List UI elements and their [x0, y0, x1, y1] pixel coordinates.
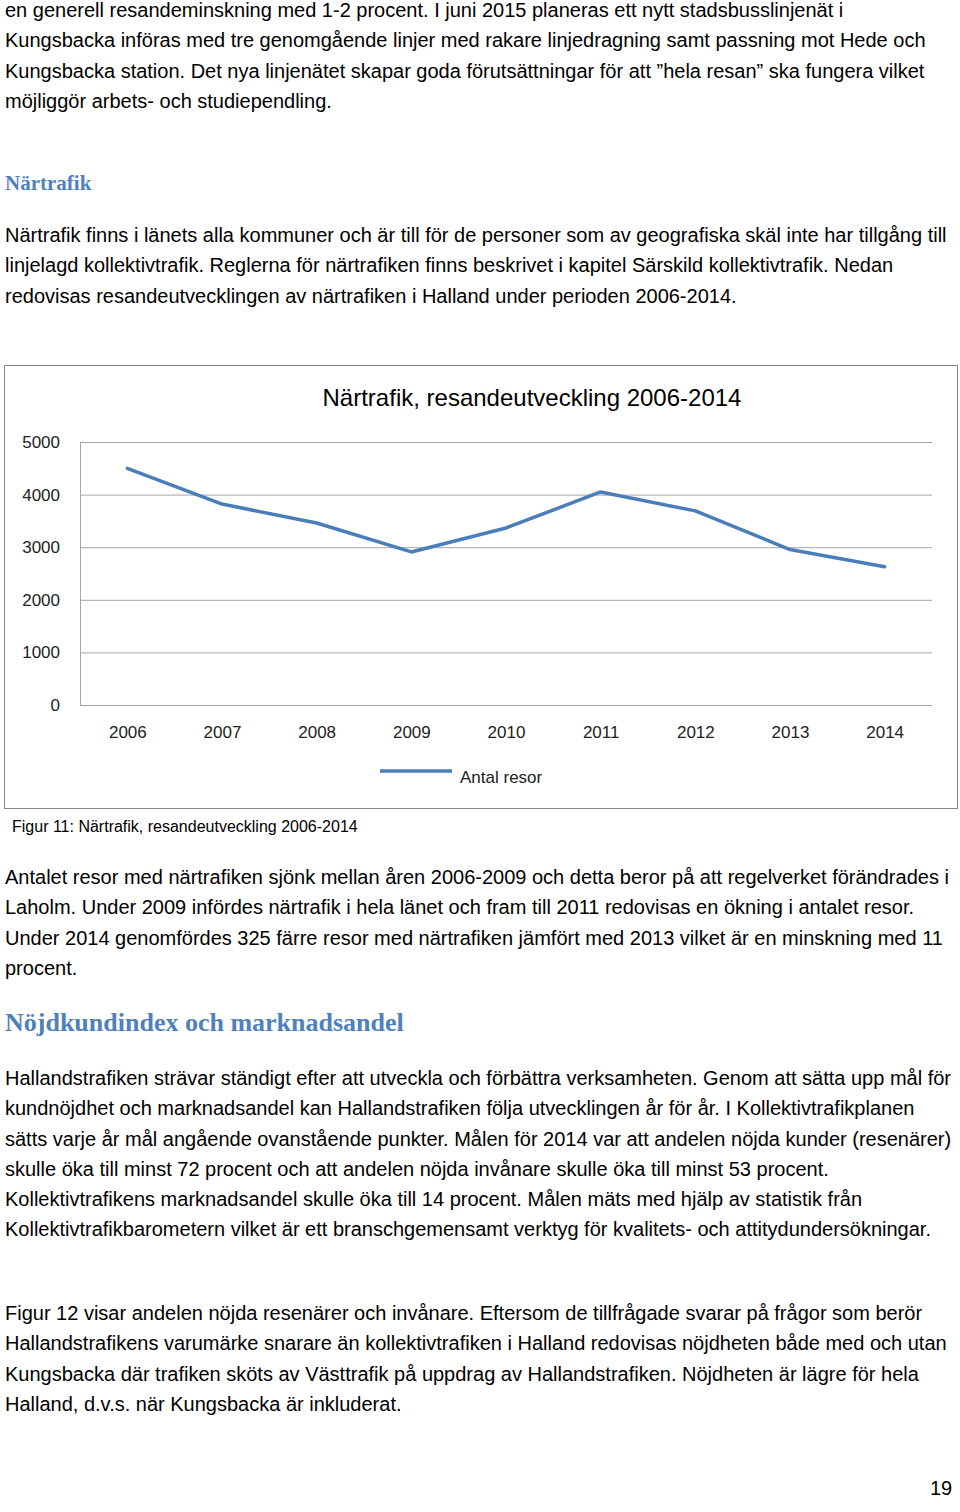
x-tick: 2014: [866, 705, 904, 742]
y-tick-label: 5000: [22, 433, 60, 452]
grid-line: [80, 652, 932, 653]
y-tick-label: 0: [51, 696, 60, 715]
y-tick-label: 3000: [22, 538, 60, 557]
y-tick-label: 1000: [22, 643, 60, 662]
paragraph: Närtrafik finns i länets alla kommuner o…: [5, 220, 957, 311]
x-tick: 2013: [772, 705, 810, 742]
x-tick: 2006: [109, 705, 147, 742]
paragraph: Antalet resor med närtrafiken sjönk mell…: [5, 862, 957, 983]
y-axis: 0 1000 2000 3000 4000 5000: [22, 433, 932, 715]
section-heading: Nöjdkundindex och marknadsandel: [5, 1008, 404, 1038]
x-tick-label: 2010: [488, 723, 526, 742]
paragraph: en generell resandeminskning med 1-2 pro…: [5, 0, 957, 116]
y-tick-label: 4000: [22, 486, 60, 505]
x-tick-label: 2013: [772, 723, 810, 742]
y-tick: 1000: [22, 643, 932, 662]
legend-swatch: [380, 769, 452, 773]
y-tick: 5000: [22, 433, 932, 452]
y-tick: 4000: [22, 486, 932, 505]
figure-caption: Figur 11: Närtrafik, resandeutveckling 2…: [12, 818, 358, 836]
x-tick: 2008: [298, 705, 336, 742]
chart: Närtrafik, resandeutveckling 2006-2014 0 1…: [0, 0, 960, 840]
grid-line: [80, 705, 932, 706]
x-tick-label: 2014: [866, 723, 904, 742]
grid-line: [80, 600, 932, 601]
legend: Antal resor: [380, 768, 543, 787]
section-heading: Närtrafik: [5, 168, 91, 198]
y-tick: 0: [51, 696, 932, 715]
y-axis-line: [81, 443, 933, 706]
x-tick-label: 2009: [393, 723, 431, 742]
legend-label: Antal resor: [460, 768, 543, 787]
x-tick: 2012: [677, 705, 715, 742]
y-tick-label: 2000: [22, 591, 60, 610]
grid-line: [80, 547, 932, 548]
page-number: 19: [930, 1477, 952, 1500]
y-tick: 2000: [22, 591, 932, 610]
x-tick-label: 2007: [204, 723, 242, 742]
x-tick: 2007: [204, 705, 242, 742]
x-tick-label: 2008: [298, 723, 336, 742]
plot-area: [127, 468, 884, 566]
x-tick-label: 2012: [677, 723, 715, 742]
x-tick: 2011: [583, 705, 620, 742]
paragraph: Figur 12 visar andelen nöjda resenärer o…: [5, 1298, 957, 1419]
grid-line: [80, 442, 932, 443]
paragraph: Hallandstrafiken strävar ständigt efter …: [5, 1063, 957, 1245]
chart-frame: [5, 366, 958, 809]
x-tick-label: 2006: [109, 723, 147, 742]
x-tick: 2009: [393, 705, 431, 742]
x-tick-label: 2011: [583, 723, 620, 742]
chart-title: Närtrafik, resandeutveckling 2006-2014: [323, 384, 742, 411]
x-axis-line: [81, 705, 933, 706]
data-line: [127, 468, 884, 566]
x-axis: 2006 2007 2008 2009 2010 2011 2012 2013 2014: [81, 705, 933, 742]
y-tick: 3000: [22, 538, 932, 557]
grid-line: [80, 495, 932, 496]
x-tick: 2010: [488, 705, 526, 742]
